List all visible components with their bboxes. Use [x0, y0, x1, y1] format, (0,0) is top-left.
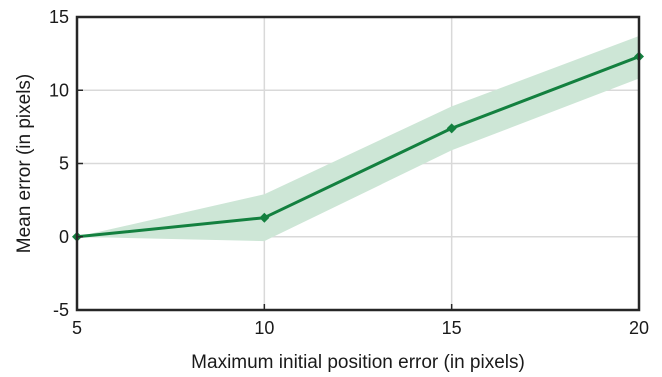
x-axis-label: Maximum initial position error (in pixel… — [191, 352, 525, 373]
x-tick-label: 10 — [254, 318, 274, 338]
x-tick-label: 15 — [442, 318, 462, 338]
x-tick-label: 5 — [72, 318, 82, 338]
y-tick-label: 15 — [49, 7, 69, 27]
y-tick-label: 5 — [59, 154, 69, 174]
y-tick-label: 0 — [59, 227, 69, 247]
y-tick-label: 10 — [49, 80, 69, 100]
x-tick-label: 20 — [629, 318, 649, 338]
y-axis-label: Mean error (in pixels) — [14, 74, 35, 254]
data-point — [446, 123, 457, 134]
data-point — [259, 212, 270, 223]
y-tick-labels: -5 0 5 10 15 — [49, 7, 83, 320]
y-tick-label: -5 — [53, 300, 69, 320]
x-tick-labels: 5 10 15 20 — [72, 304, 649, 338]
series-line — [76, 55, 640, 239]
